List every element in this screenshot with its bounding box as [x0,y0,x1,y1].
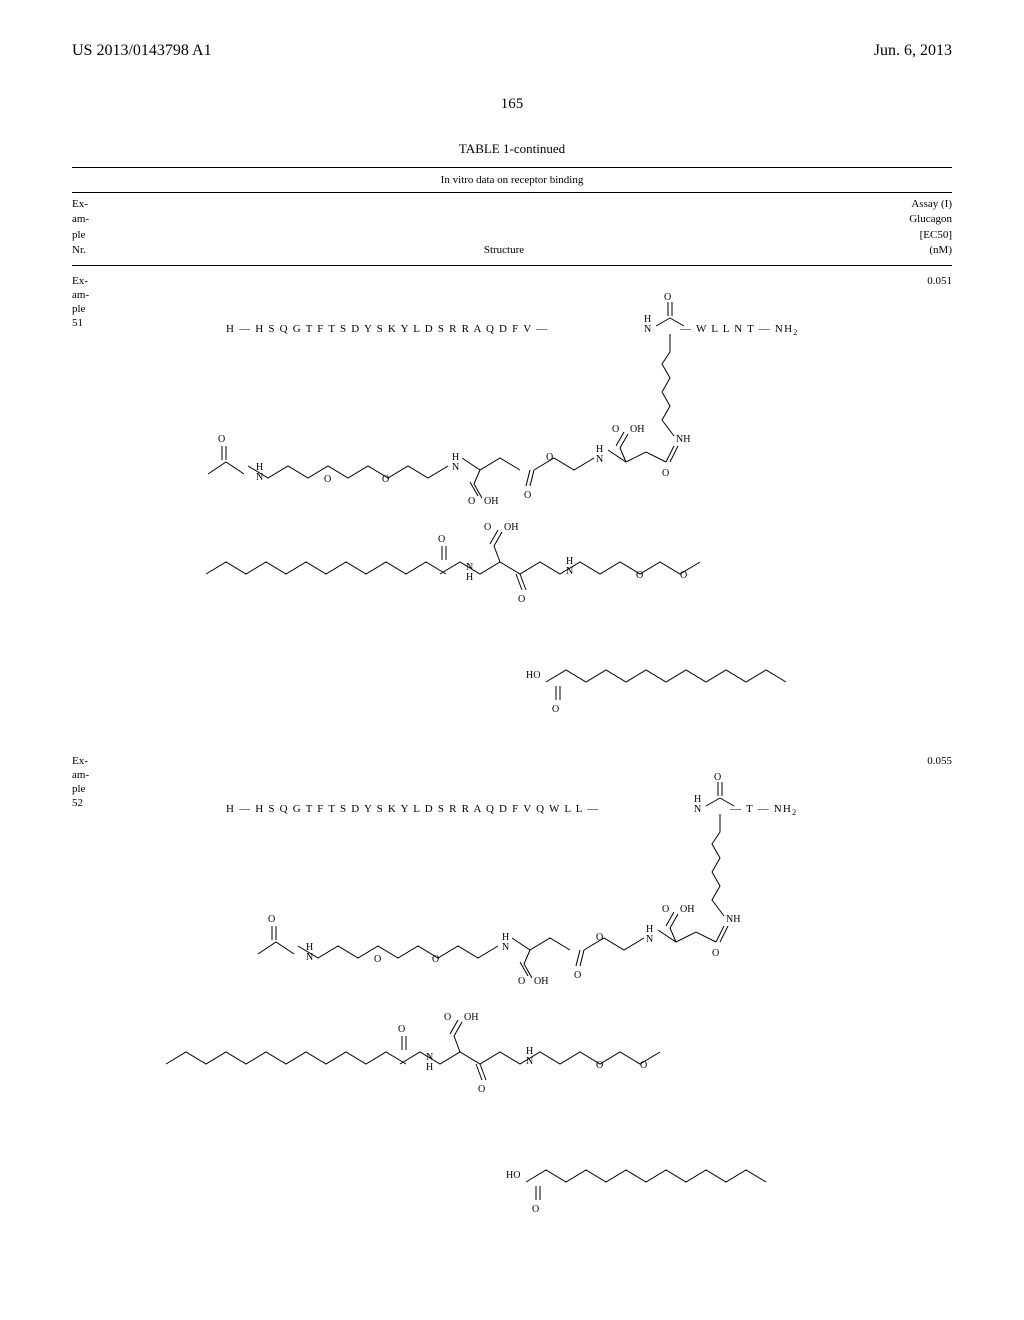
table-top-rule [72,167,952,168]
svg-text:O: O [438,534,445,545]
example-label-l4: 52 [72,796,126,810]
data-table: In vitro data on receptor binding Ex- am… [72,167,952,1244]
example-label-l1: Ex- [72,754,126,768]
svg-text:N: N [466,562,473,573]
column-headers: Ex- am- ple Nr. Structure Assay (I) Gluc… [72,193,952,265]
col-header-example: Ex- am- ple Nr. [72,197,126,259]
svg-text:N: N [644,324,651,335]
col-header-assay: Assay (I) Glucagon [EC50] (nM) [882,197,952,259]
svg-text:O: O [640,1060,647,1071]
svg-text:OH: OH [680,904,694,915]
molecule-diagram: O H N NH O H N [126,754,886,1244]
cell-example: Ex- am- ple 52 [72,754,126,1244]
svg-text:O: O [518,594,525,605]
svg-text:N: N [646,934,653,945]
svg-text:O: O [546,452,553,463]
cell-example: Ex- am- ple 51 [72,274,126,746]
table-row: Ex- am- ple 52 H — H S Q G T F T S D Y S… [72,746,952,1244]
svg-text:O: O [714,772,721,783]
svg-text:O: O [478,1084,485,1095]
col-header-example-l4: Nr. [72,243,126,258]
example-label-l3: ple [72,302,126,316]
page-header: US 2013/0143798 A1 Jun. 6, 2013 [0,0,1024,60]
svg-text:O: O [636,570,643,581]
svg-text:O: O [444,1012,451,1023]
svg-text:N: N [596,454,603,465]
svg-text:O: O [218,434,225,445]
svg-text:H: H [466,572,473,583]
svg-text:O: O [664,292,671,303]
svg-text:O: O [518,976,525,987]
example-label-l2: am- [72,768,126,782]
svg-text:O: O [398,1024,405,1035]
chemical-structure: H — H S Q G T F T S D Y S K Y L D S R R … [126,274,882,746]
col-header-assay-l1: Assay (I) [882,197,952,212]
molecule-diagram: O H N NH O H N [126,274,886,746]
col-header-assay-l4: (nM) [882,243,952,258]
chemical-structure: H — H S Q G T F T S D Y S K Y L D S R R … [126,754,882,1244]
svg-text:NH: NH [726,914,740,925]
page-number: 165 [0,96,1024,113]
svg-text:O: O [596,932,603,943]
publication-number: US 2013/0143798 A1 [72,42,212,60]
col-header-assay-l3: [EC50] [882,228,952,243]
svg-text:N: N [256,472,263,483]
svg-text:O: O [268,914,275,925]
svg-text:N: N [526,1056,533,1067]
svg-text:O: O [432,954,439,965]
cell-structure: H — H S Q G T F T S D Y S K Y L D S R R … [126,754,882,1244]
cell-assay-value: 0.055 [882,754,952,1244]
table-title: TABLE 1-continued [0,141,1024,157]
svg-text:HO: HO [526,670,540,681]
svg-text:OH: OH [484,496,498,507]
svg-text:O: O [596,1060,603,1071]
svg-text:OH: OH [464,1012,478,1023]
svg-text:O: O [382,474,389,485]
svg-text:O: O [662,468,669,479]
svg-text:O: O [468,496,475,507]
example-label-l3: ple [72,782,126,796]
svg-text:N: N [306,952,313,963]
col-header-example-l3: ple [72,228,126,243]
svg-text:OH: OH [534,976,548,987]
example-label-l2: am- [72,288,126,302]
svg-text:N: N [426,1052,433,1063]
svg-text:H: H [426,1062,433,1073]
svg-text:O: O [552,704,559,715]
svg-text:O: O [374,954,381,965]
col-header-structure: Structure [126,197,882,259]
publication-date: Jun. 6, 2013 [874,42,952,60]
svg-text:OH: OH [630,424,644,435]
svg-text:NH: NH [676,434,690,445]
col-header-example-l1: Ex- [72,197,126,212]
col-header-assay-l2: Glucagon [882,212,952,227]
svg-text:OH: OH [504,522,518,533]
cell-structure: H — H S Q G T F T S D Y S K Y L D S R R … [126,274,882,746]
svg-text:O: O [324,474,331,485]
svg-text:N: N [502,942,509,953]
table-caption: In vitro data on receptor binding [72,172,952,188]
col-header-example-l2: am- [72,212,126,227]
svg-text:N: N [452,462,459,473]
svg-text:O: O [680,570,687,581]
svg-text:O: O [532,1204,539,1215]
svg-text:HO: HO [506,1170,520,1181]
svg-text:N: N [566,566,573,577]
table-row: Ex- am- ple 51 H — H S Q G T F T S D Y S… [72,266,952,746]
cell-assay-value: 0.051 [882,274,952,746]
svg-text:O: O [612,424,619,435]
svg-text:O: O [484,522,491,533]
example-label-l1: Ex- [72,274,126,288]
svg-text:O: O [712,948,719,959]
svg-text:N: N [694,804,701,815]
svg-text:O: O [524,490,531,501]
example-label-l4: 51 [72,316,126,330]
svg-text:O: O [574,970,581,981]
svg-text:O: O [662,904,669,915]
